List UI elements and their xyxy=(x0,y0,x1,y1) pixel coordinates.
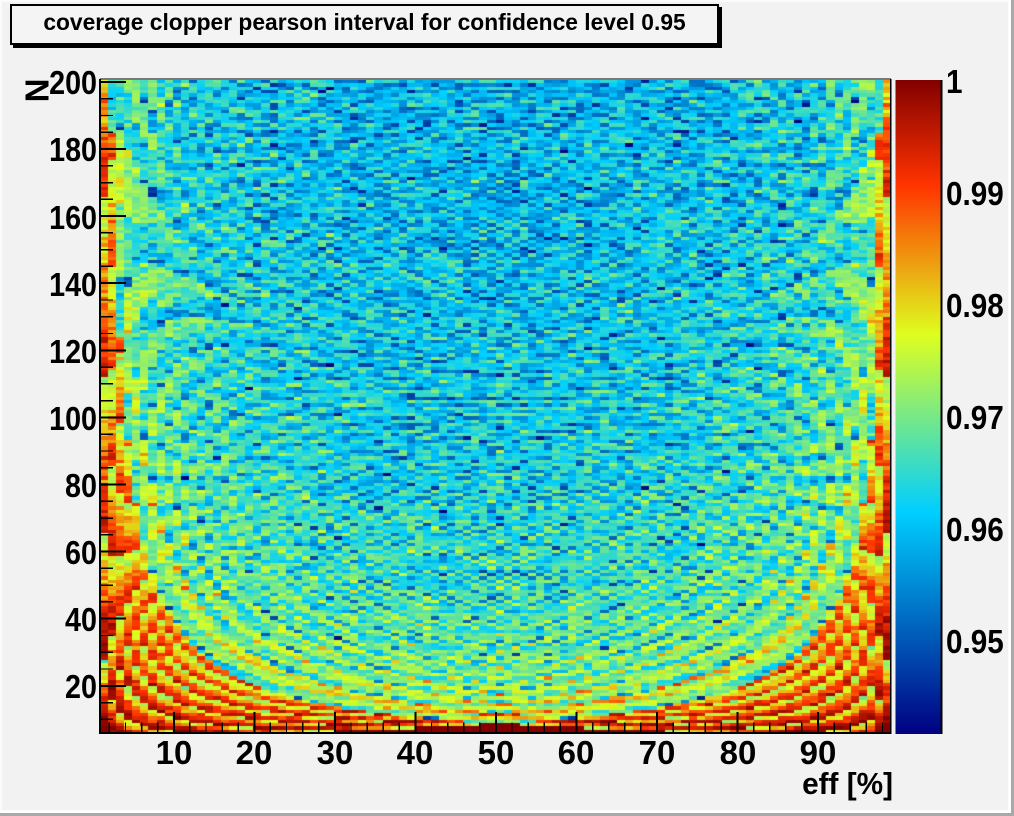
svg-text:N: N xyxy=(18,79,55,103)
